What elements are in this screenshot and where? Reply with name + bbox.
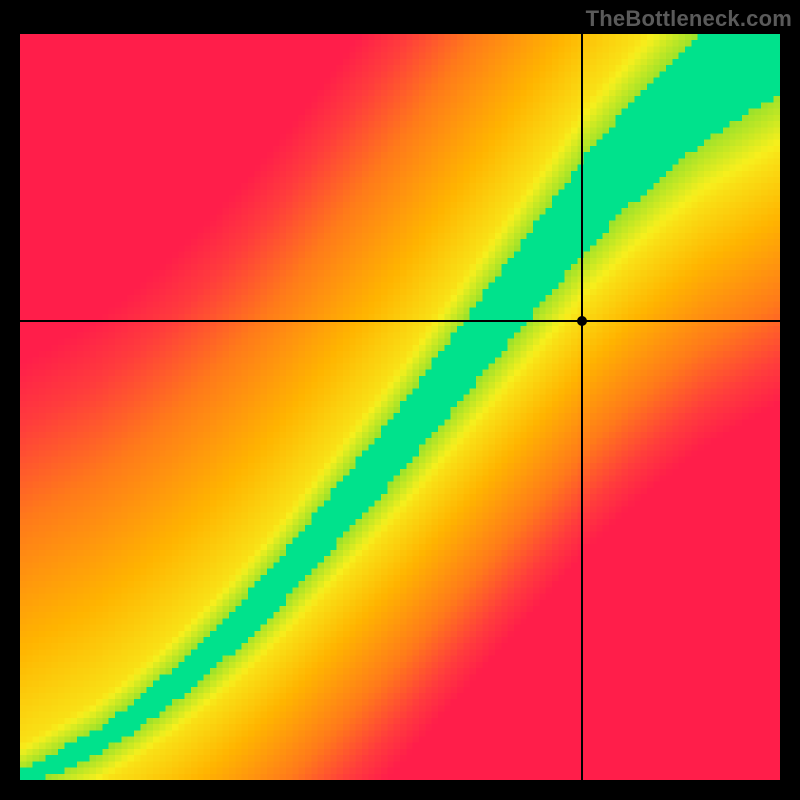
watermark-text: TheBottleneck.com [586, 6, 792, 32]
crosshair-vertical-line [581, 34, 583, 780]
bottleneck-heatmap [20, 34, 780, 780]
crosshair-horizontal-line [20, 320, 780, 322]
